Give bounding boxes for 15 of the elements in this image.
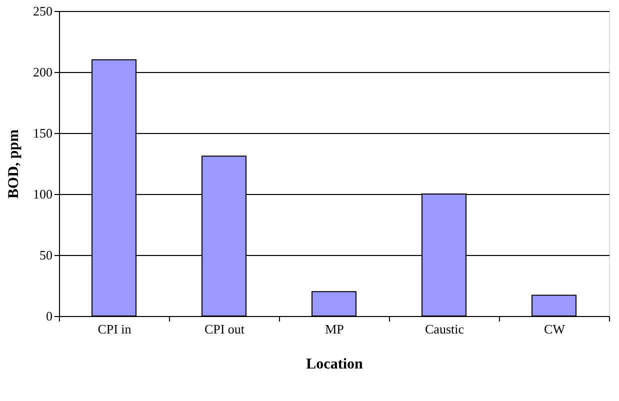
x-tick-label: CPI out bbox=[204, 322, 245, 336]
y-tick-label: 150 bbox=[33, 126, 52, 140]
x-tick-label: CW bbox=[544, 322, 566, 336]
y-tick-label: 250 bbox=[33, 4, 52, 18]
y-tick-label: 0 bbox=[46, 308, 52, 324]
x-tick-label: CPI in bbox=[98, 322, 132, 336]
x-axis-title: Location bbox=[306, 356, 364, 372]
y-tick-label: 100 bbox=[33, 186, 52, 202]
bar bbox=[312, 291, 356, 316]
y-tick-label: 50 bbox=[40, 248, 52, 262]
y-axis-title: BOD, ppm bbox=[6, 128, 22, 199]
y-tick-label: 200 bbox=[33, 64, 52, 80]
x-tick-label: MP bbox=[325, 322, 344, 336]
bar bbox=[532, 294, 576, 316]
x-tick-label: Caustic bbox=[425, 322, 464, 336]
